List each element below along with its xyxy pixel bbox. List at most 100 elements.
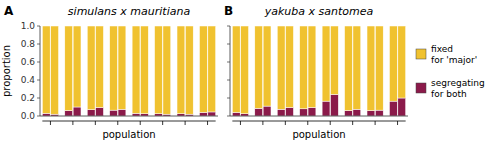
bar-segment bbox=[345, 26, 353, 111]
bar-segment bbox=[367, 111, 375, 116]
x-axis-line bbox=[230, 116, 408, 117]
bar-segment bbox=[87, 26, 95, 110]
bar-segment bbox=[140, 26, 148, 114]
y-tick bbox=[227, 26, 230, 27]
bar-segment bbox=[96, 107, 104, 116]
bar-segment bbox=[185, 26, 193, 114]
bar-segment bbox=[330, 26, 338, 94]
legend-label-line: for 'major' bbox=[431, 55, 477, 65]
y-tick-label: 1.0 bbox=[21, 21, 36, 31]
y-label: proportion bbox=[1, 45, 12, 97]
bar-segment bbox=[330, 94, 338, 116]
bar-segment bbox=[322, 101, 330, 116]
bar-segment bbox=[353, 26, 361, 109]
bar-segment bbox=[96, 26, 104, 107]
bar-segment bbox=[367, 26, 375, 111]
y-tick bbox=[37, 26, 40, 27]
bar-segment bbox=[286, 107, 294, 116]
y-tick-label: 0.4 bbox=[21, 75, 36, 85]
legend-label-line: fixed bbox=[431, 44, 453, 54]
bar-segment bbox=[118, 26, 126, 109]
bar-segment bbox=[308, 26, 316, 107]
bar-segment bbox=[241, 26, 249, 114]
bar-segment bbox=[132, 26, 140, 113]
group-tick bbox=[185, 121, 186, 125]
bar-segment bbox=[277, 109, 285, 116]
legend-label-line: segregating bbox=[431, 78, 485, 88]
bar-segment bbox=[300, 26, 308, 109]
bar-segment bbox=[322, 26, 330, 101]
group-tick bbox=[140, 121, 141, 125]
y-tick bbox=[227, 62, 230, 63]
group-tick bbox=[330, 121, 331, 125]
y-tick bbox=[227, 44, 230, 45]
bar-segment bbox=[73, 26, 81, 107]
y-axis-line bbox=[40, 26, 41, 116]
bar-segment bbox=[65, 26, 73, 111]
y-tick bbox=[227, 80, 230, 81]
bar-segment bbox=[255, 26, 263, 108]
legend-label: segregatingfor both bbox=[431, 78, 485, 99]
bar-segment bbox=[118, 109, 126, 116]
x-axis-line bbox=[40, 116, 218, 117]
bar-segment bbox=[255, 108, 263, 116]
group-tick bbox=[307, 121, 308, 125]
group-tick bbox=[352, 121, 353, 125]
bar-segment bbox=[87, 110, 95, 116]
bar-segment bbox=[263, 26, 271, 106]
x-label: population bbox=[102, 129, 155, 140]
group-tick bbox=[285, 121, 286, 125]
bar-segment bbox=[308, 107, 316, 116]
bar-segment bbox=[155, 26, 163, 114]
y-tick bbox=[37, 98, 40, 99]
bars bbox=[232, 26, 405, 116]
bar-segment bbox=[232, 26, 240, 112]
group-tick bbox=[397, 121, 398, 125]
y-tick-label: 0.6 bbox=[21, 57, 36, 67]
group-tick bbox=[162, 121, 163, 125]
legend-label: fixedfor 'major' bbox=[431, 44, 477, 65]
title: yakuba x santomea bbox=[264, 5, 374, 18]
group-tick bbox=[117, 121, 118, 125]
bar-segment bbox=[199, 112, 207, 116]
bar-segment bbox=[177, 26, 185, 114]
group-bracket bbox=[42, 121, 215, 122]
y-tick bbox=[227, 98, 230, 99]
bar-segment bbox=[263, 106, 271, 116]
bar-segment bbox=[51, 26, 59, 114]
bar-segment bbox=[389, 101, 397, 116]
bar-segment bbox=[286, 26, 294, 107]
bar-segment bbox=[398, 98, 406, 116]
group-tick bbox=[95, 121, 96, 125]
bar-segment bbox=[208, 112, 216, 116]
bar-segment bbox=[353, 109, 361, 116]
bar-segment bbox=[389, 26, 397, 101]
chart-root: simulans x mauritianaA0.00.20.40.60.81.0… bbox=[0, 0, 500, 163]
panel-label: A bbox=[4, 4, 14, 18]
panel-label: B bbox=[224, 4, 233, 18]
legend-swatch bbox=[416, 83, 426, 93]
bar-segment bbox=[375, 26, 383, 110]
bar-segment bbox=[110, 110, 118, 116]
legend-label-line: for both bbox=[431, 89, 467, 99]
group-tick bbox=[50, 121, 51, 125]
bar-segment bbox=[199, 26, 207, 112]
bar-segment bbox=[398, 26, 406, 98]
bar-segment bbox=[163, 26, 171, 114]
y-tick bbox=[37, 44, 40, 45]
bar-segment bbox=[277, 26, 285, 109]
group-tick bbox=[262, 121, 263, 125]
legend-swatch bbox=[416, 49, 426, 59]
y-tick-label: 0.0 bbox=[21, 111, 36, 121]
x-label: population bbox=[292, 129, 345, 140]
y-axis-line bbox=[230, 26, 231, 116]
bars bbox=[42, 26, 215, 116]
bar-segment bbox=[73, 107, 81, 116]
y-tick-label: 0.2 bbox=[21, 93, 35, 103]
bar-segment bbox=[110, 26, 118, 110]
bar-segment bbox=[65, 111, 73, 116]
bar-segment bbox=[42, 113, 50, 116]
y-tick bbox=[227, 116, 230, 117]
bar-segment bbox=[132, 113, 140, 116]
group-tick bbox=[240, 121, 241, 125]
